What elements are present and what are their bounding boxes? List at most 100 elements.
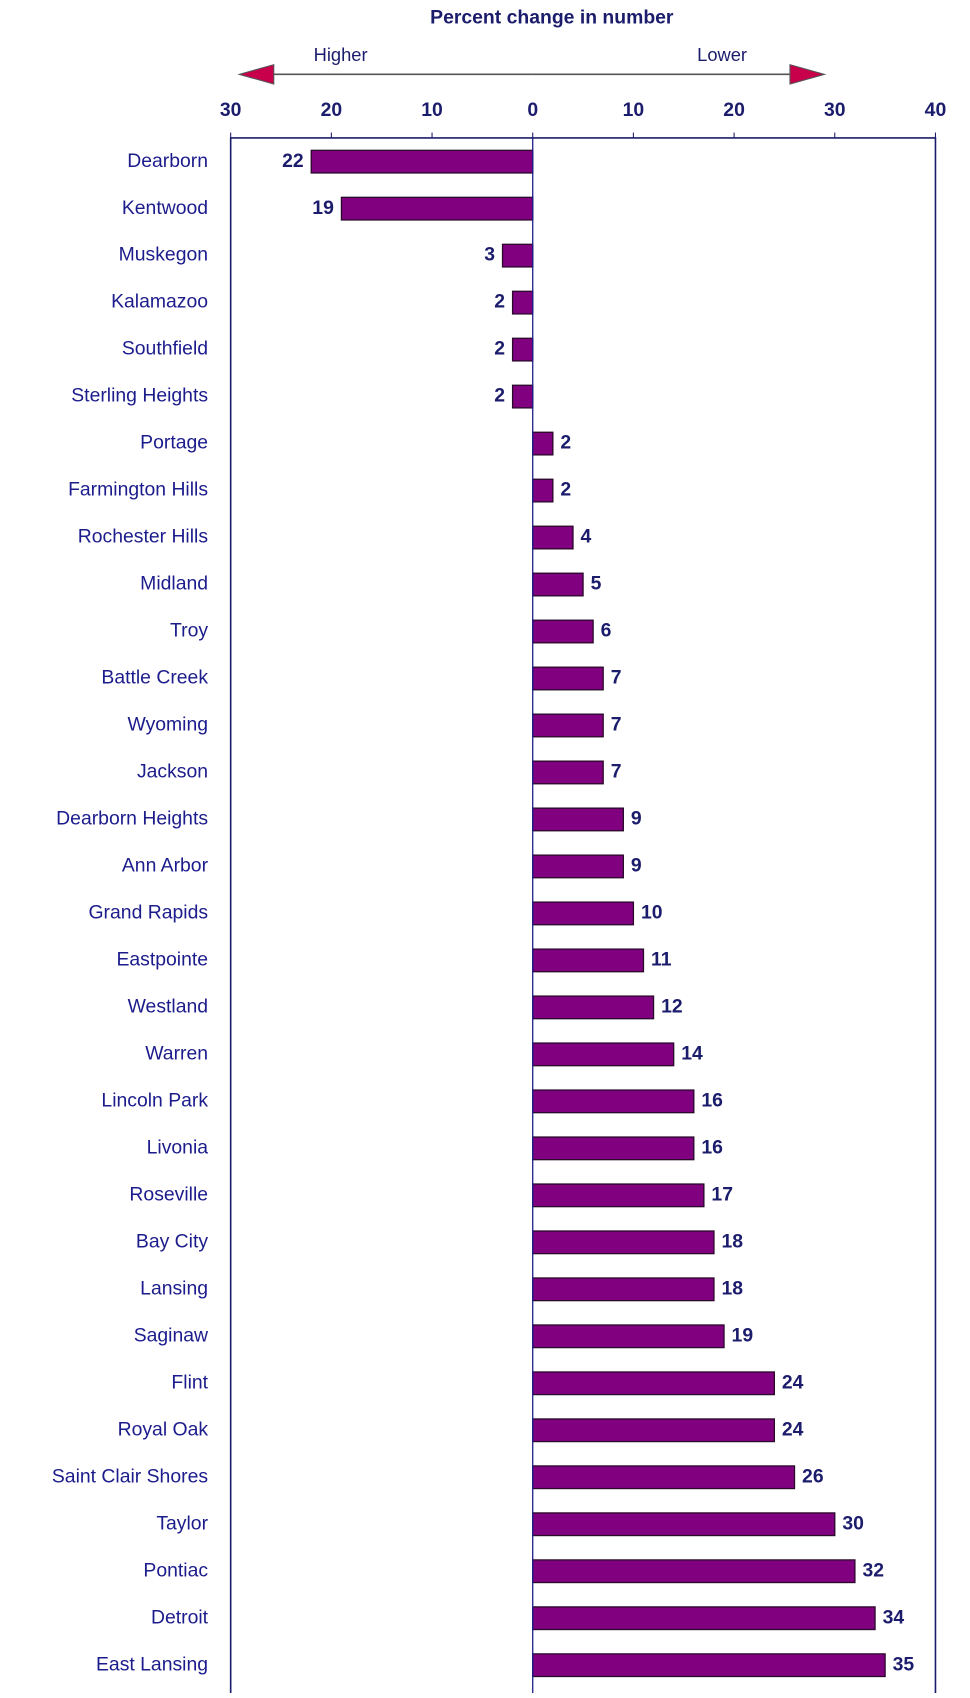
x-tick-label: 20 — [321, 99, 343, 121]
y-tick-label: Eastpointe — [116, 949, 208, 971]
y-tick-label: Portage — [140, 432, 208, 454]
y-tick-label: Jackson — [137, 761, 208, 783]
bar — [532, 807, 624, 832]
data-label: 22 — [282, 150, 304, 172]
data-label: 12 — [661, 996, 683, 1018]
y-tick-label: Kalamazoo — [111, 291, 208, 313]
y-tick-label: Farmington Hills — [68, 479, 208, 501]
bar — [532, 1465, 796, 1490]
data-label: 14 — [681, 1043, 703, 1065]
x-tick-label: 30 — [220, 99, 242, 121]
y-tick-label: Dearborn Heights — [56, 808, 208, 830]
data-label: 9 — [631, 808, 642, 830]
bar — [532, 619, 594, 644]
bar — [532, 1371, 776, 1396]
bar — [532, 525, 574, 550]
bar — [532, 760, 604, 785]
y-tick-label: Livonia — [147, 1136, 209, 1158]
data-label: 17 — [711, 1183, 733, 1205]
bar — [532, 713, 604, 738]
bar — [532, 1042, 675, 1067]
data-label: 2 — [494, 385, 505, 407]
y-tick-label: Rochester Hills — [78, 526, 208, 548]
y-tick-label: Troy — [170, 620, 208, 642]
plot-frame — [229, 137, 937, 1698]
y-tick-label: Pontiac — [143, 1559, 208, 1581]
data-label: 2 — [560, 479, 571, 501]
y-tick-label: Dearborn — [127, 150, 208, 172]
data-label: 7 — [611, 761, 622, 783]
y-tick-label: Taylor — [156, 1512, 208, 1534]
annotation: Lower — [697, 44, 747, 65]
y-tick-label: Wyoming — [127, 714, 208, 736]
bar — [511, 337, 534, 362]
y-tick-label: Saint Clair Shores — [52, 1465, 208, 1487]
data-label: 18 — [721, 1230, 743, 1252]
x-tick-label: 10 — [623, 99, 645, 121]
bar — [511, 290, 534, 315]
y-tick-label: Warren — [145, 1043, 208, 1065]
data-label: 35 — [893, 1653, 915, 1675]
arrow-head — [237, 63, 275, 85]
bar — [511, 384, 534, 409]
bar — [532, 1230, 715, 1255]
bar — [532, 1324, 725, 1349]
y-tick-label: Lansing — [140, 1277, 208, 1299]
bar — [532, 1418, 776, 1443]
y-tick-label: Kentwood — [122, 197, 208, 219]
bar — [532, 901, 635, 926]
y-tick-label: Royal Oak — [118, 1418, 209, 1440]
data-label: 3 — [484, 244, 495, 266]
y-tick-label: Saginaw — [134, 1324, 209, 1346]
y-tick-label: Muskegon — [119, 244, 208, 266]
data-label: 24 — [782, 1418, 804, 1440]
y-tick-label: Detroit — [151, 1606, 209, 1628]
data-label: 5 — [591, 573, 602, 595]
data-label: 16 — [701, 1136, 723, 1158]
bar — [532, 431, 554, 456]
data-label: 30 — [842, 1512, 864, 1534]
data-label: 18 — [721, 1277, 743, 1299]
bar — [310, 149, 534, 174]
data-label: 7 — [611, 667, 622, 689]
x-tick-label: 10 — [421, 99, 443, 121]
data-label: 10 — [641, 902, 663, 924]
y-tick-label: Sterling Heights — [71, 385, 208, 407]
x-tick-label: 40 — [925, 99, 947, 121]
data-label: 4 — [581, 526, 592, 548]
bar — [532, 572, 584, 597]
y-tick-label: Flint — [171, 1371, 208, 1393]
bar — [532, 1089, 695, 1114]
bar — [532, 1653, 886, 1678]
annotation: Higher — [314, 44, 368, 65]
y-tick-label: Roseville — [129, 1183, 208, 1205]
bar — [532, 478, 554, 503]
chart-title: Percent change in number — [430, 6, 674, 28]
y-tick-label: Grand Rapids — [88, 902, 208, 924]
data-label: 7 — [611, 714, 622, 736]
x-tick-label: 0 — [527, 99, 538, 121]
data-label: 2 — [494, 338, 505, 360]
bar — [340, 196, 534, 221]
bar — [532, 1559, 856, 1584]
bar — [532, 1512, 836, 1537]
bar — [532, 948, 645, 973]
data-label: 2 — [494, 291, 505, 313]
y-tick-label: East Lansing — [96, 1653, 208, 1675]
data-label: 24 — [782, 1371, 804, 1393]
bar — [532, 854, 624, 879]
bar — [532, 1136, 695, 1161]
data-label: 11 — [651, 949, 672, 971]
y-tick-label: Lincoln Park — [101, 1089, 208, 1111]
bar — [501, 243, 534, 268]
y-tick-label: Southfield — [122, 338, 208, 360]
y-tick-label: Westland — [128, 996, 208, 1018]
data-label: 19 — [732, 1324, 754, 1346]
bar — [532, 1183, 705, 1208]
bar — [532, 995, 655, 1020]
arrow-head — [789, 63, 827, 85]
y-tick-label: Midland — [140, 573, 208, 595]
data-label: 19 — [312, 197, 334, 219]
